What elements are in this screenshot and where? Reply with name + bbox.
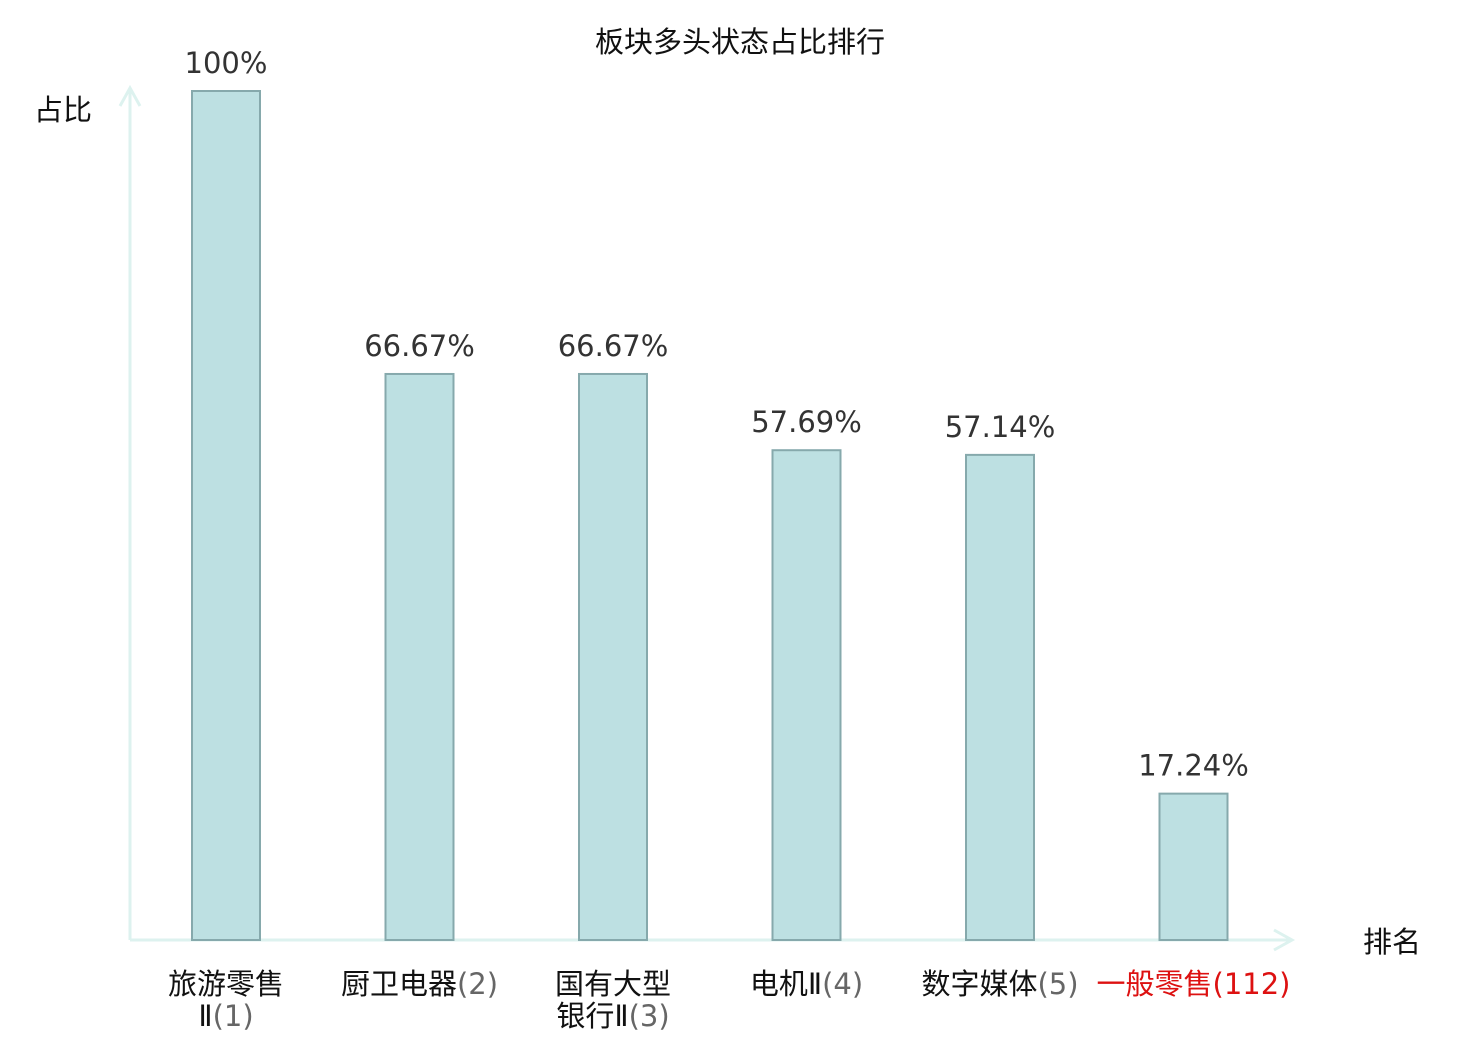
x-tick-label: 电机Ⅱ(4) xyxy=(750,967,863,1001)
value-label: 66.67% xyxy=(364,329,475,363)
x-tick-label: 银行Ⅱ(3) xyxy=(556,999,669,1033)
bar-series xyxy=(191,90,1229,942)
bar xyxy=(578,372,648,942)
y-axis-arrow xyxy=(118,84,142,107)
category-name: 厨卫电器 xyxy=(341,967,457,1001)
category-rank: (112) xyxy=(1213,967,1291,1001)
value-label: 17.24% xyxy=(1138,749,1249,783)
x-tick-label: 一般零售(112) xyxy=(1097,967,1291,1001)
bar xyxy=(965,453,1035,941)
x-tick-label: Ⅱ(1) xyxy=(198,999,253,1033)
x-axis-label: 排名 xyxy=(1363,925,1421,959)
category-rank: (2) xyxy=(457,967,498,1001)
category-name: 数字媒体 xyxy=(921,967,1037,1001)
category-name: 旅游零售 xyxy=(168,967,284,1001)
x-tick-label: 旅游零售 xyxy=(168,967,284,1001)
category-rank: (4) xyxy=(822,967,863,1001)
value-label: 57.14% xyxy=(945,410,1056,444)
category-name: 银行Ⅱ xyxy=(556,999,628,1033)
value-label: 57.69% xyxy=(751,405,862,439)
category-name: 一般零售 xyxy=(1097,967,1213,1001)
axes xyxy=(118,84,1296,952)
category-name: Ⅱ xyxy=(198,999,212,1033)
value-label: 100% xyxy=(185,46,268,80)
x-tick-label: 数字媒体(5) xyxy=(921,967,1078,1001)
bar xyxy=(771,449,842,941)
bar xyxy=(384,372,455,942)
bar xyxy=(191,90,261,941)
bar xyxy=(1158,792,1229,941)
category-rank: (5) xyxy=(1037,967,1078,1001)
x-tick-label: 国有大型 xyxy=(555,967,671,1001)
category-name: 国有大型 xyxy=(555,967,671,1001)
chart-title: 板块多头状态占比排行 xyxy=(595,25,885,59)
category-name: 电机Ⅱ xyxy=(750,967,822,1001)
category-rank: (1) xyxy=(213,999,254,1033)
x-tick-label: 厨卫电器(2) xyxy=(341,967,498,1001)
category-rank: (3) xyxy=(629,999,670,1033)
value-label: 66.67% xyxy=(558,329,669,363)
value-labels: 100% 66.67% 66.67% 57.69% 57.14% 17.24% xyxy=(185,46,1249,783)
y-axis-label: 占比 xyxy=(34,93,92,127)
x-axis-arrow xyxy=(1273,928,1296,952)
